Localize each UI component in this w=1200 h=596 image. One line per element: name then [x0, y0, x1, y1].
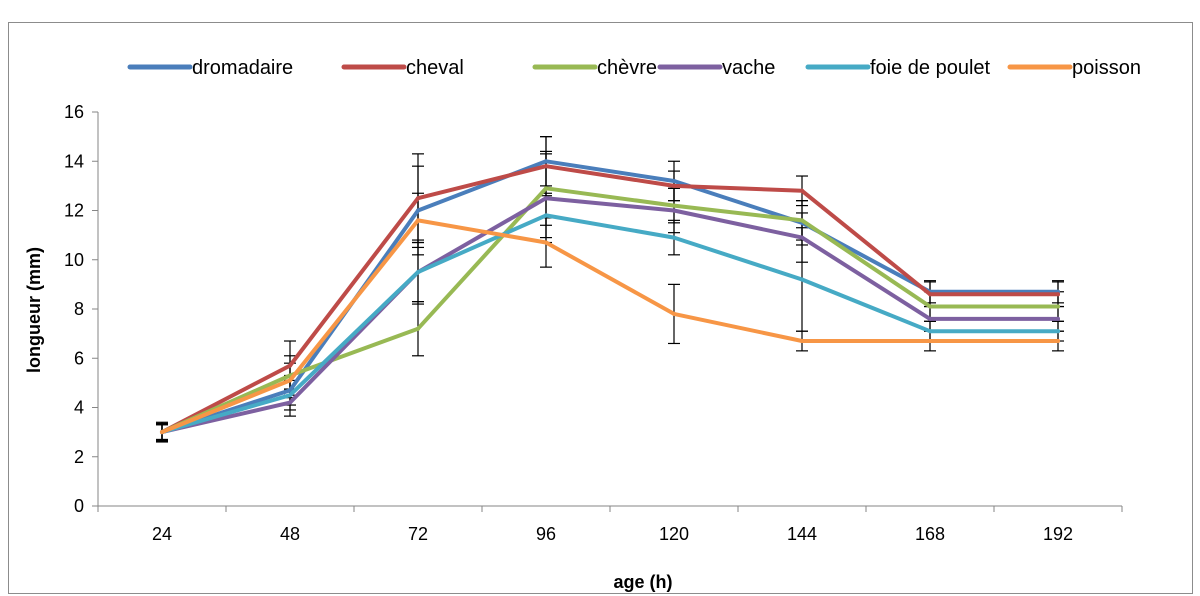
data-point — [288, 393, 292, 398]
legend-label: foie de poulet — [870, 57, 991, 79]
data-point — [544, 213, 548, 218]
data-point — [672, 203, 676, 208]
data-point — [800, 188, 804, 193]
data-point — [288, 388, 292, 393]
y-tick-label: 14 — [64, 151, 84, 171]
data-point — [544, 159, 548, 164]
x-tick-label: 168 — [915, 524, 945, 544]
y-tick-label: 2 — [74, 447, 84, 467]
y-tick-label: 6 — [74, 348, 84, 368]
data-point — [928, 292, 932, 297]
data-point — [288, 363, 292, 368]
series-lines — [160, 159, 1060, 435]
data-point — [800, 235, 804, 240]
legend-label: vache — [722, 57, 775, 79]
data-point — [1056, 292, 1060, 297]
x-axis-title: age (h) — [613, 572, 672, 592]
series-line-foie-de-poulet — [160, 213, 1060, 435]
x-tick-label: 96 — [536, 524, 556, 544]
data-point — [928, 304, 932, 309]
data-point — [672, 235, 676, 240]
legend-label: chèvre — [597, 57, 657, 79]
x-tick-label: 48 — [280, 524, 300, 544]
data-point — [544, 196, 548, 201]
x-tick-label: 144 — [787, 524, 817, 544]
data-point — [672, 178, 676, 183]
data-point — [672, 208, 676, 213]
y-tick-label: 10 — [64, 250, 84, 270]
data-point — [416, 270, 420, 275]
data-point — [928, 339, 932, 344]
legend-label: poisson — [1072, 57, 1141, 79]
data-point — [416, 218, 420, 223]
y-tick-label: 16 — [64, 102, 84, 122]
x-tick-label: 120 — [659, 524, 689, 544]
data-point — [800, 218, 804, 223]
series-line-poisson — [160, 218, 1060, 435]
series-line-vache — [160, 196, 1060, 435]
data-point — [288, 400, 292, 405]
y-tick-label: 8 — [74, 299, 84, 319]
data-point — [672, 183, 676, 188]
data-point — [1056, 316, 1060, 321]
data-point — [1056, 329, 1060, 334]
x-tick-label: 192 — [1043, 524, 1073, 544]
x-tick-label: 72 — [408, 524, 428, 544]
data-point — [1056, 304, 1060, 309]
data-point — [672, 311, 676, 316]
data-point — [544, 240, 548, 245]
data-point — [928, 316, 932, 321]
data-point — [416, 208, 420, 213]
legend-label: dromadaire — [192, 57, 293, 79]
data-point — [800, 277, 804, 282]
series-line-dromadaire — [160, 159, 1060, 435]
data-point — [1056, 339, 1060, 344]
data-point — [800, 339, 804, 344]
data-point — [288, 378, 292, 383]
data-point — [416, 196, 420, 201]
legend-label: cheval — [406, 57, 464, 79]
legend: dromadaire cheval chèvre vache foie de poule… — [127, 57, 1141, 79]
series-line-ch-vre — [160, 186, 1060, 435]
y-tick-label: 12 — [64, 201, 84, 221]
x-tick-label: 24 — [152, 524, 172, 544]
data-point — [544, 164, 548, 169]
data-point — [928, 329, 932, 334]
data-point — [416, 326, 420, 331]
data-point — [160, 430, 164, 435]
series-line-cheval — [160, 164, 1060, 435]
y-tick-label: 4 — [74, 398, 84, 418]
y-tick-label: 0 — [74, 496, 84, 516]
y-axis-title: longueur (mm) — [24, 247, 44, 373]
data-point — [544, 186, 548, 191]
